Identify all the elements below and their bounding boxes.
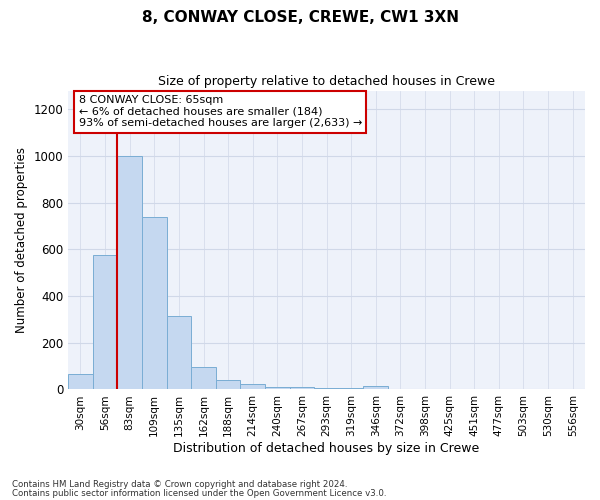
Bar (241, 384, 265, 390)
Bar (216, 380, 241, 390)
Text: 8, CONWAY CLOSE, CREWE, CW1 3XN: 8, CONWAY CLOSE, CREWE, CW1 3XN (142, 10, 458, 25)
Bar (265, 387, 290, 390)
Bar (68, 374, 93, 390)
Bar (191, 368, 216, 390)
Text: 8 CONWAY CLOSE: 65sqm
← 6% of detached houses are smaller (184)
93% of semi-deta: 8 CONWAY CLOSE: 65sqm ← 6% of detached h… (79, 95, 362, 128)
Bar (118, 156, 142, 390)
Bar (339, 388, 364, 390)
Y-axis label: Number of detached properties: Number of detached properties (15, 147, 28, 333)
Bar (93, 255, 118, 390)
Bar (142, 216, 167, 390)
Title: Size of property relative to detached houses in Crewe: Size of property relative to detached ho… (158, 75, 495, 88)
Bar (290, 387, 314, 390)
Bar (364, 386, 388, 390)
X-axis label: Distribution of detached houses by size in Crewe: Distribution of detached houses by size … (173, 442, 480, 455)
Bar (314, 388, 339, 390)
Bar (167, 316, 191, 390)
Text: Contains public sector information licensed under the Open Government Licence v3: Contains public sector information licen… (12, 489, 386, 498)
Text: Contains HM Land Registry data © Crown copyright and database right 2024.: Contains HM Land Registry data © Crown c… (12, 480, 347, 489)
